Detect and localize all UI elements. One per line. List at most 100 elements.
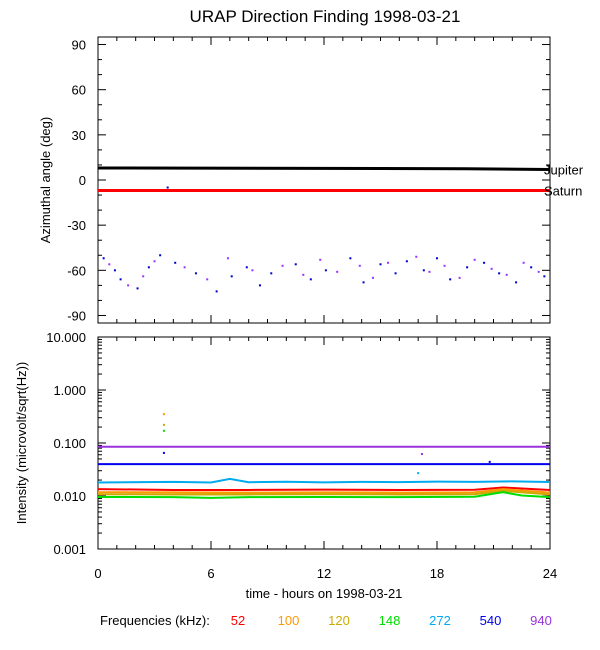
azimuth-panel: 90 60 30 0 -30 -60 -90 Jupiter Saturn Azimuthal…	[38, 36, 584, 324]
legend-entry-940khz: 940	[530, 613, 552, 628]
azimuth-point	[422, 269, 425, 272]
intensity-line-272khz	[97, 477, 551, 484]
azimuth-y-tick-label: -60	[67, 263, 86, 278]
azimuth-point	[215, 290, 218, 293]
azimuth-y-tick-label: -90	[67, 308, 86, 323]
azimuth-point	[505, 273, 508, 276]
intensity-data	[97, 413, 551, 499]
azimuth-point	[498, 272, 501, 275]
azimuth-line-label-jupiter: Jupiter	[544, 162, 584, 177]
azimuth-point	[270, 272, 273, 275]
intensity-y-axis-label: Intensity (microvolt/sqrt(Hz))	[14, 362, 29, 525]
azimuth-point	[159, 254, 162, 257]
frequency-legend: Frequencies (kHz): 52 100 120 148 272 540 940	[100, 613, 552, 628]
azimuth-point	[387, 261, 390, 264]
azimuth-point	[324, 269, 327, 272]
azimuth-y-tick-label: 30	[72, 128, 86, 143]
azimuth-point	[153, 260, 156, 263]
azimuth-point	[394, 272, 397, 275]
time-x-tick-label: 18	[430, 566, 444, 581]
azimuth-point	[136, 287, 139, 290]
intensity-ticks: 10.000 1.000 0.100 0.010 0.001 0 6 12 18 24	[46, 330, 557, 581]
legend-entry-272khz: 272	[429, 613, 451, 628]
azimuth-point	[336, 270, 339, 273]
azimuth-point	[522, 261, 525, 264]
azimuth-point	[436, 257, 438, 260]
azimuth-point	[230, 275, 233, 278]
azimuth-point	[428, 270, 431, 273]
azimuth-y-axis-label: Azimuthal angle (deg)	[38, 117, 53, 243]
azimuth-point	[302, 273, 305, 276]
azimuth-point	[206, 278, 209, 281]
azimuth-point	[251, 269, 254, 272]
intensity-panel: 10.000 1.000 0.100 0.010 0.001 0 6 12 18 24 Inten…	[14, 330, 557, 601]
azimuth-y-tick-label: -30	[67, 218, 86, 233]
azimuth-point	[443, 264, 446, 267]
intensity-spike-point	[162, 451, 165, 454]
azimuth-point	[349, 257, 352, 260]
intensity-y-tick-label: 0.010	[53, 489, 86, 504]
azimuth-y-tick-label: 90	[72, 38, 86, 53]
intensity-spike-point	[417, 472, 420, 475]
azimuth-point	[449, 278, 452, 281]
azimuth-point	[119, 278, 122, 281]
azimuth-point	[174, 261, 177, 264]
intensity-line-120khz	[97, 489, 551, 496]
azimuth-point	[113, 269, 116, 272]
azimuth-point	[358, 264, 361, 267]
legend-entry-148khz: 148	[379, 613, 401, 628]
intensity-spike-point	[162, 429, 165, 432]
intensity-spike-point	[162, 413, 165, 416]
azimuth-point	[483, 261, 486, 264]
azimuth-point	[543, 275, 546, 278]
azimuth-point	[458, 276, 461, 279]
azimuth-point	[537, 270, 540, 273]
azimuth-point	[319, 258, 322, 261]
time-x-tick-label: 12	[317, 566, 331, 581]
azimuth-point	[147, 266, 150, 269]
azimuth-point	[371, 276, 374, 279]
azimuth-plot-frame	[97, 36, 551, 324]
azimuth-point	[142, 275, 145, 278]
azimuth-point	[258, 284, 261, 287]
azimuth-point	[490, 267, 493, 270]
azimuth-line-label-saturn: Saturn	[544, 184, 582, 199]
azimuth-point	[183, 266, 186, 269]
azimuth-y-tick-label: 60	[72, 83, 86, 98]
azimuth-point	[362, 281, 365, 284]
intensity-y-tick-label: 10.000	[46, 330, 86, 345]
time-x-axis-label: time - hours on 1998-03-21	[246, 586, 403, 601]
azimuth-point	[166, 186, 169, 189]
legend-entry-100khz: 100	[278, 613, 300, 628]
azimuth-point	[102, 257, 105, 260]
intensity-line-100khz	[97, 488, 551, 494]
azimuth-point	[108, 263, 111, 266]
azimuth-point	[294, 263, 297, 266]
chart-title: URAP Direction Finding 1998-03-21	[190, 7, 461, 26]
intensity-y-tick-label: 1.000	[53, 383, 86, 398]
intensity-spike-point	[420, 453, 423, 456]
intensity-line-52khz	[97, 486, 551, 491]
intensity-y-tick-label: 0.001	[53, 542, 86, 557]
azimuth-point	[473, 258, 476, 261]
time-x-tick-label: 0	[94, 566, 101, 581]
intensity-y-tick-label: 0.100	[53, 436, 86, 451]
azimuth-line-jupiter	[97, 166, 551, 171]
azimuth-point	[415, 255, 418, 258]
azimuth-point	[194, 272, 197, 275]
intensity-plot-frame	[97, 336, 551, 550]
intensity-spike-point	[162, 423, 165, 426]
azimuth-point	[309, 278, 312, 281]
intensity-line-148khz	[97, 491, 551, 499]
azimuth-point	[405, 260, 408, 263]
azimuth-point	[466, 266, 469, 269]
time-x-tick-label: 6	[207, 566, 214, 581]
azimuth-data: Jupiter Saturn	[97, 162, 584, 293]
legend-entry-120khz: 120	[328, 613, 350, 628]
azimuth-point	[226, 257, 229, 260]
azimuth-point	[530, 266, 533, 269]
azimuth-point	[127, 284, 130, 287]
time-x-tick-label: 24	[543, 566, 557, 581]
intensity-spike-point	[488, 460, 491, 463]
